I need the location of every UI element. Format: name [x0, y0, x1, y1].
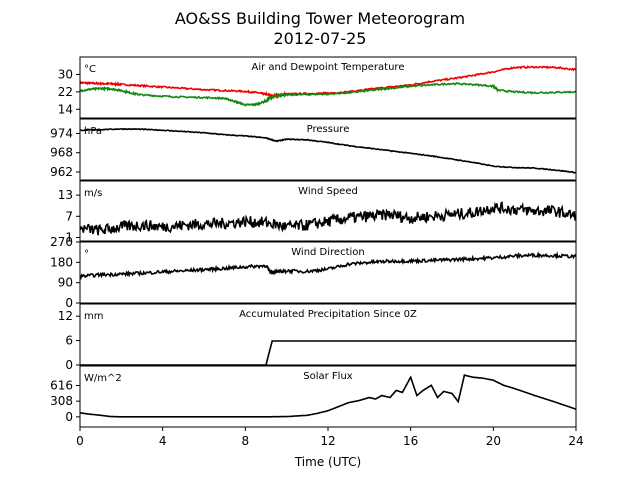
panel-0: 14 22 30 Air and Dewpoint Temperature °C — [58, 56, 577, 119]
panel-3-ytick-label-3: 270 — [50, 235, 73, 249]
figure-title: AO&SS Building Tower Meteorogram — [175, 9, 465, 28]
panel-4-title: Accumulated Precipitation Since 0Z — [239, 309, 417, 320]
panel-1: 962 968 974 Pressure hPa — [50, 118, 577, 181]
panel-2: 1 7 13 Wind Speed m/s — [58, 180, 577, 244]
panel-4-ytick-label-1: 6 — [65, 334, 73, 348]
x-axis: 0 4 8 12 16 20 24 — [76, 427, 584, 448]
x-axis-label: Time (UTC) — [294, 455, 361, 469]
xtick-label-3: 12 — [320, 434, 335, 448]
panel-4-ytick-label-2: 12 — [58, 309, 73, 323]
panel-5-ytick-label-1: 308 — [50, 394, 73, 408]
panel-0-ytick-label-0: 14 — [58, 102, 73, 116]
panel-2-ytick-label-2: 13 — [58, 188, 73, 202]
panel-2-series-0 — [80, 200, 576, 236]
panel-2-ytick-label-0: 1 — [65, 230, 73, 244]
panel-4-ytick-label-0: 0 — [65, 358, 73, 372]
panel-2-frame — [79, 180, 577, 242]
panel-1-ytick-label-1: 968 — [50, 146, 73, 160]
panel-1-ytick-label-0: 962 — [50, 165, 73, 179]
panel-2-unit: m/s — [84, 188, 102, 199]
panel-4: 0 6 12 Accumulated Precipitation Since 0Z mm — [58, 303, 577, 372]
panel-2-ytick-label-1: 7 — [65, 209, 73, 223]
panel-0-ytick-label-1: 22 — [58, 85, 73, 99]
panel-0-series-1 — [80, 82, 576, 107]
panel-5-ytick-label-0: 0 — [65, 410, 73, 424]
panel-3-unit: ° — [84, 249, 89, 260]
panel-2-title: Wind Speed — [298, 186, 358, 197]
panel-5-title: Solar Flux — [303, 371, 353, 382]
xtick-label-2: 8 — [242, 434, 250, 448]
panel-3-title: Wind Direction — [291, 247, 365, 258]
panel-1-series-0 — [80, 127, 576, 174]
panel-1-ytick-label-2: 974 — [50, 126, 73, 140]
panel-3-series-0 — [80, 251, 576, 281]
panel-1-unit: hPa — [84, 126, 102, 137]
xtick-label-4: 16 — [403, 434, 418, 448]
panel-3-ytick-label-1: 90 — [58, 276, 73, 290]
panel-3-ytick-label-0: 0 — [65, 296, 73, 310]
panel-4-frame — [79, 303, 577, 366]
panel-0-frame — [79, 56, 577, 119]
xtick-label-0: 0 — [76, 434, 84, 448]
panel-0-ytick-label-2: 30 — [58, 67, 73, 81]
panel-3-frame — [79, 241, 577, 304]
panel-5-ytick-label-2: 616 — [50, 379, 73, 393]
xtick-label-1: 4 — [159, 434, 167, 448]
panel-0-title: Air and Dewpoint Temperature — [252, 62, 405, 73]
panel-0-unit: °C — [84, 64, 96, 75]
panel-3: 0 90 180 270 Wind Direction ° — [50, 235, 577, 310]
xtick-label-6: 24 — [568, 434, 583, 448]
panel-5-series-0 — [80, 374, 576, 418]
panel-3-ytick-label-2: 180 — [50, 255, 73, 269]
panel-4-unit: mm — [84, 311, 103, 322]
panel-4-series-0 — [80, 340, 576, 365]
xtick-label-5: 20 — [486, 434, 501, 448]
figure-subtitle: 2012-07-25 — [274, 29, 367, 48]
panel-5-unit: W/m^2 — [84, 373, 122, 384]
panel-1-frame — [79, 118, 577, 181]
panel-1-title: Pressure — [307, 124, 350, 135]
